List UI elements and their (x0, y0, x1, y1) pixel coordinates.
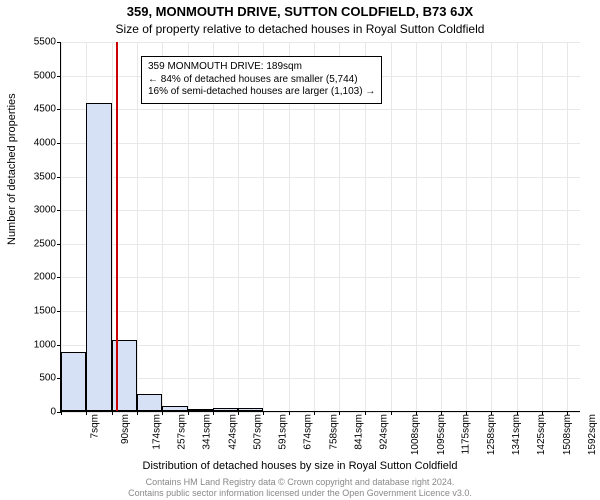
xtick-label: 507sqm (252, 414, 263, 450)
xtick-label: 1258sqm (486, 414, 497, 455)
gridline-h (61, 143, 580, 144)
annotation-line2: ← 84% of detached houses are smaller (5,… (148, 74, 375, 87)
xtick-label: 341sqm (202, 414, 213, 450)
gridline-v (567, 42, 568, 411)
xtick-mark (339, 411, 340, 415)
xtick-label: 674sqm (303, 414, 314, 450)
ytick-label: 500 (20, 373, 56, 384)
ytick-label: 3000 (20, 205, 56, 216)
xtick-label: 841sqm (354, 414, 365, 450)
footer-line1: Contains HM Land Registry data © Crown c… (0, 477, 600, 487)
footer-attribution: Contains HM Land Registry data © Crown c… (0, 477, 600, 498)
gridline-h (61, 109, 580, 110)
gridline-h (61, 311, 580, 312)
xtick-mark (112, 411, 113, 415)
annotation-line1: 359 MONMOUTH DRIVE: 189sqm (148, 61, 375, 74)
x-axis-label: Distribution of detached houses by size … (0, 460, 600, 472)
histogram-bar (86, 103, 111, 411)
gridline-h (61, 244, 580, 245)
histogram-bar (162, 406, 187, 411)
xtick-label: 257sqm (176, 414, 187, 450)
xtick-label: 1341sqm (511, 414, 522, 455)
gridline-h (61, 378, 580, 379)
xtick-mark (86, 411, 87, 415)
xtick-label: 7sqm (89, 414, 100, 438)
plot-area: 0500100015002000250030003500400045005000… (60, 42, 580, 412)
xtick-label: 758sqm (329, 414, 340, 450)
gridline-h (61, 210, 580, 211)
gridline-v (416, 42, 417, 411)
xtick-label: 424sqm (227, 414, 238, 450)
xtick-label: 1175sqm (460, 414, 471, 454)
xtick-mark (542, 411, 543, 415)
ytick-label: 5500 (20, 37, 56, 48)
xtick-mark (213, 411, 214, 415)
ytick-label: 3500 (20, 171, 56, 182)
gridline-h (61, 42, 580, 43)
ytick-label: 2000 (20, 272, 56, 283)
xtick-mark (567, 411, 568, 415)
gridline-v (517, 42, 518, 411)
xtick-mark (314, 411, 315, 415)
gridline-h (61, 277, 580, 278)
xtick-mark (416, 411, 417, 415)
gridline-h (61, 345, 580, 346)
xtick-label: 1425sqm (537, 414, 548, 455)
y-axis-label: Number of detached properties (6, 93, 18, 245)
xtick-label: 1008sqm (410, 414, 421, 455)
histogram-bar (213, 408, 238, 411)
gridline-v (491, 42, 492, 411)
histogram-bar (137, 394, 162, 411)
annotation-line3: 16% of semi-detached houses are larger (… (148, 86, 375, 99)
ytick-label: 5000 (20, 70, 56, 81)
chart-title: 359, MONMOUTH DRIVE, SUTTON COLDFIELD, B… (0, 4, 600, 19)
gridline-h (61, 177, 580, 178)
gridline-v (391, 42, 392, 411)
ytick-label: 4000 (20, 137, 56, 148)
histogram-bar (188, 409, 213, 411)
xtick-label: 90sqm (120, 414, 131, 444)
chart-subtitle: Size of property relative to detached ho… (0, 22, 600, 36)
ytick-label: 0 (20, 407, 56, 418)
xtick-mark (365, 411, 366, 415)
xtick-label: 174sqm (151, 414, 162, 450)
histogram-bar (238, 408, 263, 411)
xtick-mark (517, 411, 518, 415)
xtick-mark (137, 411, 138, 415)
xtick-mark (391, 411, 392, 415)
gridline-v (441, 42, 442, 411)
gridline-v (137, 42, 138, 411)
xtick-mark (466, 411, 467, 415)
xtick-mark (289, 411, 290, 415)
xtick-mark (188, 411, 189, 415)
reference-line (116, 42, 118, 411)
xtick-mark (238, 411, 239, 415)
ytick-label: 4500 (20, 104, 56, 115)
ytick-label: 1000 (20, 339, 56, 350)
xtick-mark (162, 411, 163, 415)
xtick-label: 1508sqm (562, 414, 573, 455)
gridline-h (61, 412, 580, 413)
footer-line2: Contains public sector information licen… (0, 488, 600, 498)
annotation-box: 359 MONMOUTH DRIVE: 189sqm← 84% of detac… (141, 56, 382, 104)
xtick-mark (263, 411, 264, 415)
xtick-label: 1592sqm (587, 414, 598, 455)
xtick-mark (441, 411, 442, 415)
gridline-v (542, 42, 543, 411)
xtick-mark (491, 411, 492, 415)
xtick-label: 924sqm (379, 414, 390, 450)
xtick-mark (61, 411, 62, 415)
xtick-label: 1095sqm (436, 414, 447, 455)
gridline-v (466, 42, 467, 411)
ytick-label: 2500 (20, 238, 56, 249)
ytick-label: 1500 (20, 306, 56, 317)
histogram-bar (61, 352, 86, 411)
xtick-label: 591sqm (278, 414, 289, 450)
chart-container: 359, MONMOUTH DRIVE, SUTTON COLDFIELD, B… (0, 0, 600, 500)
